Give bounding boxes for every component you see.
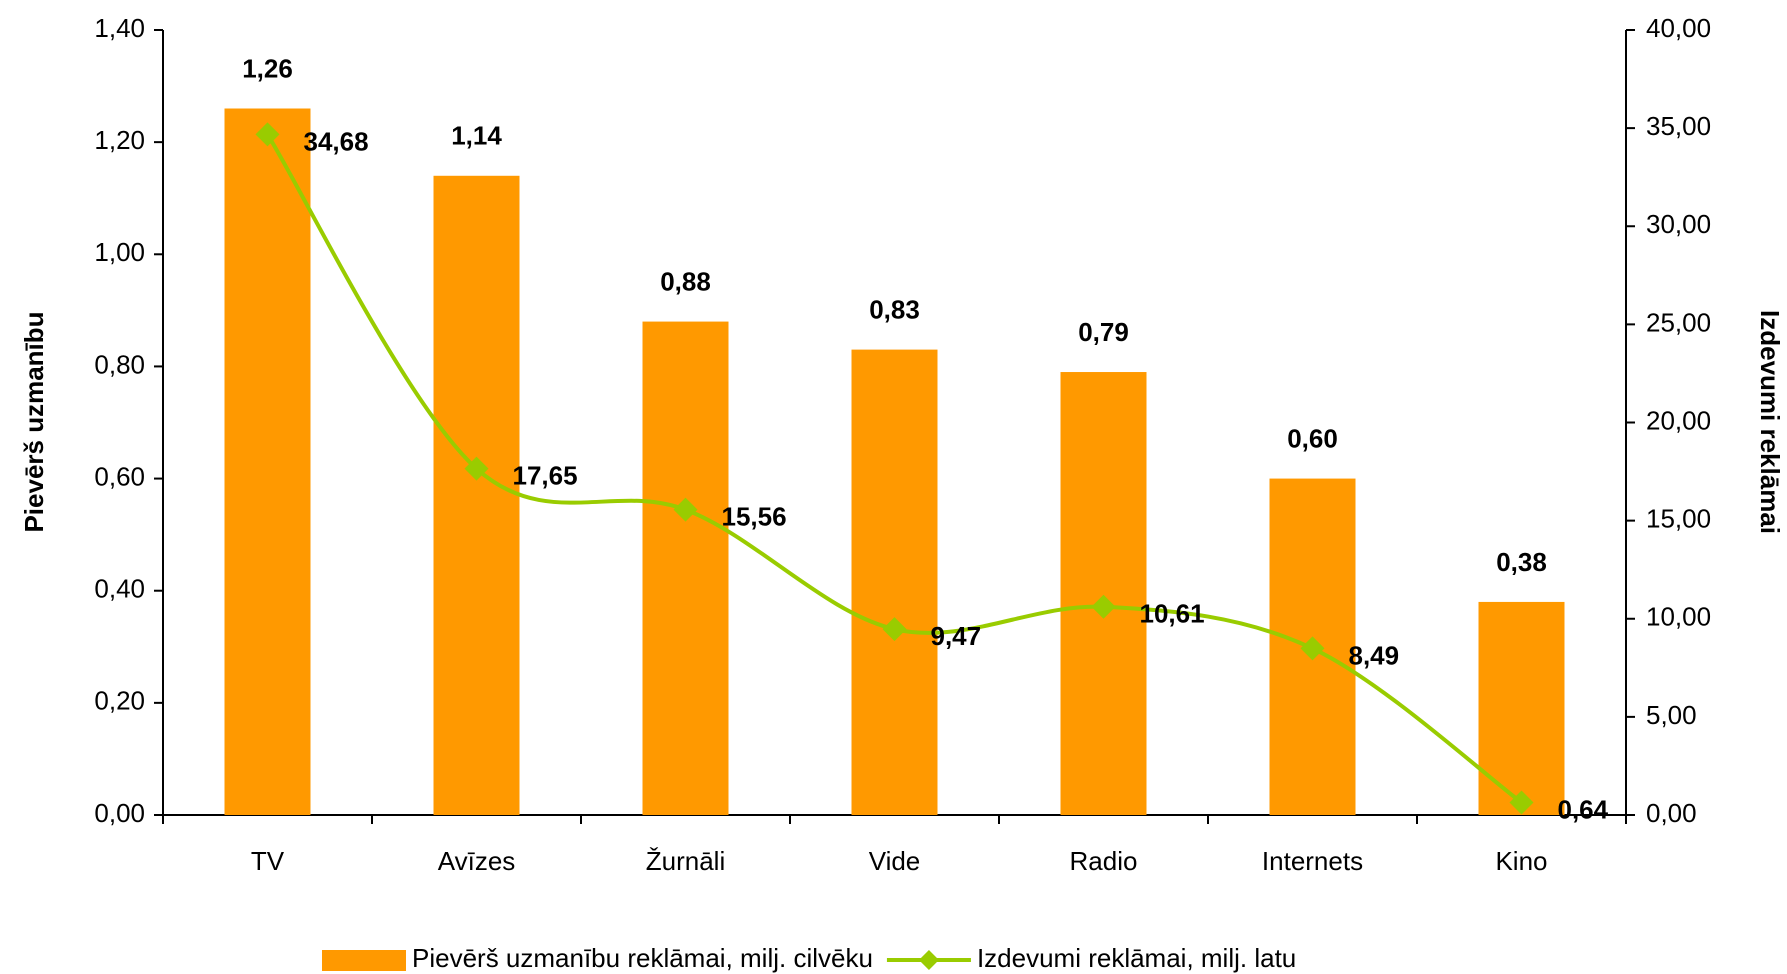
bar xyxy=(1060,372,1147,815)
y2-tick-label: 5,00 xyxy=(1646,700,1697,730)
line-value-label: 9,47 xyxy=(931,621,982,651)
line-marker xyxy=(1300,636,1325,661)
x-tick-label: Internets xyxy=(1262,846,1363,876)
bar xyxy=(433,175,520,816)
x-tick-label: TV xyxy=(251,846,285,876)
bar-value-label: 1,26 xyxy=(242,53,293,83)
x-tick-label: Vide xyxy=(869,846,921,876)
bar-value-label: 1,14 xyxy=(451,121,502,151)
line-marker xyxy=(1091,594,1116,619)
bar-value-label: 0,88 xyxy=(660,266,711,296)
line-marker xyxy=(673,497,698,522)
line-value-label: 10,61 xyxy=(1140,599,1205,629)
bar xyxy=(851,349,938,815)
y2-tick-label: 40,00 xyxy=(1646,13,1711,43)
y2-axis-title: Izdevumi reklāmai xyxy=(1755,310,1785,534)
legend-label: Pievērš uzmanību reklāmai, milj. cilvēku xyxy=(412,943,873,973)
y-tick-label: 1,40 xyxy=(94,13,145,43)
line-value-label: 34,68 xyxy=(304,126,369,156)
y-tick-label: 0,40 xyxy=(94,574,145,604)
bar xyxy=(1478,601,1565,815)
bar xyxy=(642,321,729,815)
y-tick-label: 0,00 xyxy=(94,798,145,828)
bar-value-label: 0,79 xyxy=(1078,317,1129,347)
legend-marker xyxy=(918,950,939,970)
x-tick-label: Radio xyxy=(1070,846,1138,876)
y-axis-title: Pievērš uzmanību xyxy=(19,311,49,532)
y2-tick-label: 20,00 xyxy=(1646,405,1711,435)
line-marker xyxy=(464,456,489,481)
line-marker xyxy=(1509,790,1534,815)
line-marker xyxy=(882,617,907,642)
bar-value-label: 0,60 xyxy=(1287,423,1338,453)
bar-value-label: 0,38 xyxy=(1496,547,1547,577)
y2-tick-label: 30,00 xyxy=(1646,209,1711,239)
x-tick-label: Žurnāli xyxy=(646,846,725,876)
bar xyxy=(224,108,311,815)
y-tick-label: 1,20 xyxy=(94,125,145,155)
y-tick-label: 0,20 xyxy=(94,686,145,716)
y-tick-label: 1,00 xyxy=(94,237,145,267)
line-value-label: 0,64 xyxy=(1558,794,1609,824)
bar-value-label: 0,83 xyxy=(869,294,920,324)
x-tick-label: Avīzes xyxy=(438,846,516,876)
legend-label: Izdevumi reklāmai, milj. latu xyxy=(977,943,1296,973)
y2-tick-label: 15,00 xyxy=(1646,504,1711,534)
y2-tick-label: 35,00 xyxy=(1646,111,1711,141)
legend-swatch xyxy=(322,950,406,971)
line-value-label: 15,56 xyxy=(722,502,787,532)
y2-tick-label: 25,00 xyxy=(1646,307,1711,337)
y2-tick-label: 0,00 xyxy=(1646,798,1697,828)
line-value-label: 17,65 xyxy=(513,460,578,490)
y-tick-label: 0,60 xyxy=(94,461,145,491)
y-tick-label: 0,80 xyxy=(94,349,145,379)
y2-tick-label: 10,00 xyxy=(1646,602,1711,632)
line-value-label: 8,49 xyxy=(1349,640,1400,670)
x-tick-label: Kino xyxy=(1495,846,1547,876)
line-marker xyxy=(255,122,280,147)
